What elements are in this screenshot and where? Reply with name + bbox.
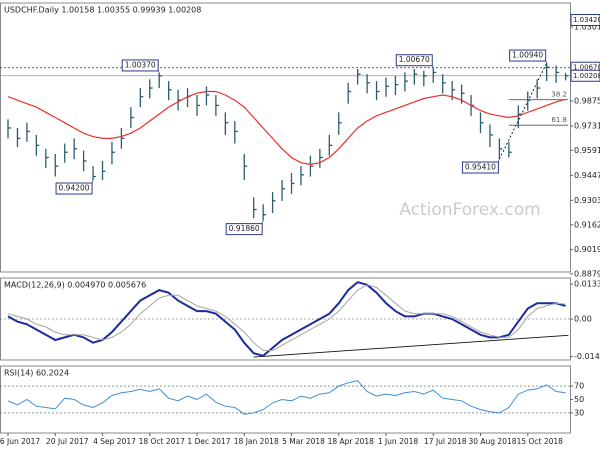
watermark: ActionForex.com (399, 200, 540, 220)
annotation-box (55, 182, 93, 195)
x-tick-label: 20 Jul 2017 (46, 437, 89, 446)
annotation-box (121, 59, 159, 72)
x-tick-label: 17 Jul 2018 (424, 437, 467, 446)
trend-line (498, 62, 548, 160)
series-line (7, 281, 566, 357)
annotation-label: 1.00670 (399, 55, 430, 64)
price-level-box (570, 14, 600, 27)
annotation-box (509, 49, 547, 62)
annotation-label: 0.91860 (229, 224, 260, 233)
y-tick-label: 30 (574, 408, 584, 417)
x-tick-label: 18 Oct 2017 (139, 437, 186, 446)
series-line (7, 284, 566, 351)
x-tick-label: 15 Oct 2018 (517, 437, 564, 446)
y-tick-label: 0.013319 (574, 279, 600, 288)
annotation-label: 1.00370 (125, 60, 156, 69)
x-tick-label: 5 Mar 2018 (282, 437, 325, 446)
y-tick-label: 50 (574, 395, 584, 404)
annotation-leader (431, 65, 434, 68)
price-level-label: 1.00208 (573, 72, 600, 80)
price-level-label: 1.03420 (573, 16, 600, 24)
panel-frame (0, 2, 571, 273)
annotation-label: 0.95410 (465, 163, 496, 172)
annotation-box (225, 223, 263, 236)
series-line (7, 90, 566, 166)
y-tick-label: 0.88790 (574, 269, 600, 278)
price-level-label: 1.00670 (573, 64, 600, 72)
trend-line (253, 334, 569, 358)
panel-title: RSI(14) 60.2024 (4, 369, 69, 378)
annotation-box (395, 54, 433, 67)
y-tick-label: 0.00 (574, 315, 592, 324)
x-tick-label: 30 Aug 2018 (468, 437, 516, 446)
x-tick-label: 1 Jun 2018 (378, 437, 419, 446)
x-tick-label: 18 Jan 2018 (234, 437, 279, 446)
annotation-leader (261, 220, 264, 224)
x-tick-label: 6 Jun 2017 (0, 437, 40, 446)
annotation-box (461, 161, 499, 174)
annotation-leader (157, 70, 160, 74)
series-line (7, 380, 566, 415)
price-level-box (570, 69, 600, 82)
x-tick-label: 18 Apr 2018 (328, 437, 375, 446)
fib-label: 61.8 (551, 116, 567, 124)
y-tick-label: 70 (574, 382, 584, 391)
annotation-leader (91, 179, 94, 184)
panel-title: USDCHF.Daily 1.00158 1.00355 0.99939 1.0… (4, 6, 201, 15)
y-tick-label: -0.014323 (574, 352, 600, 361)
x-tick-label: 1 Dec 2017 (187, 437, 230, 446)
panel-title: MACD(12,26,9) 0.004970 0.005676 (4, 281, 146, 290)
annotation-label: 1.00940 (512, 51, 543, 60)
annotation-leader (545, 60, 547, 64)
annotation-leader (498, 158, 500, 163)
fib-label: 38.2 (551, 91, 567, 99)
annotation-label: 0.94200 (59, 184, 90, 193)
x-tick-label: 4 Sep 2017 (93, 437, 136, 446)
